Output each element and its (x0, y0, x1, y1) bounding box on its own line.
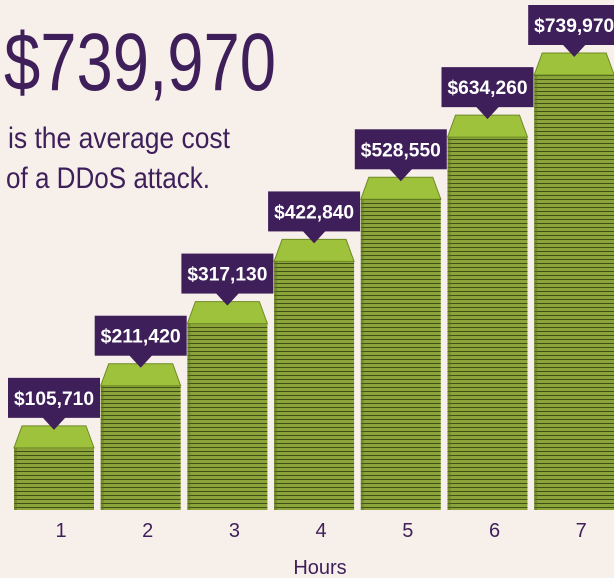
bar (101, 386, 181, 510)
value-label: $422,840 (274, 202, 354, 223)
subtitle: is the average cost (8, 122, 231, 155)
bar (14, 448, 94, 510)
bar-side (534, 75, 537, 510)
chart-title: $739,970 (4, 17, 276, 108)
bar (361, 199, 441, 510)
bar (534, 75, 614, 510)
x-tick-label: 7 (576, 520, 587, 542)
x-tick-label: 3 (229, 520, 240, 542)
bar-side (101, 386, 104, 510)
value-label: $528,550 (361, 140, 441, 161)
x-axis-label: Hours (293, 557, 346, 578)
x-tick-label: 4 (316, 520, 327, 542)
value-label: $317,130 (187, 265, 267, 286)
x-tick-label: 5 (402, 520, 413, 542)
value-label: $739,970 (534, 16, 614, 37)
bar (274, 261, 354, 510)
bar-side (361, 199, 364, 510)
subtitle: of a DDoS attack. (6, 162, 210, 195)
bar-side (274, 261, 277, 510)
bar-side (14, 448, 17, 510)
x-tick-label: 1 (55, 520, 66, 542)
bar-side (448, 137, 451, 510)
x-tick-label: 2 (142, 520, 153, 542)
bar (448, 137, 528, 510)
x-tick-label: 6 (489, 520, 500, 542)
value-label: $211,420 (101, 327, 181, 348)
bar (187, 324, 267, 510)
value-label: $105,710 (14, 389, 94, 410)
chart: $739,970 is the average cost of a DDoS a… (0, 0, 614, 578)
bar-side (187, 324, 190, 510)
value-label: $634,260 (448, 78, 528, 99)
